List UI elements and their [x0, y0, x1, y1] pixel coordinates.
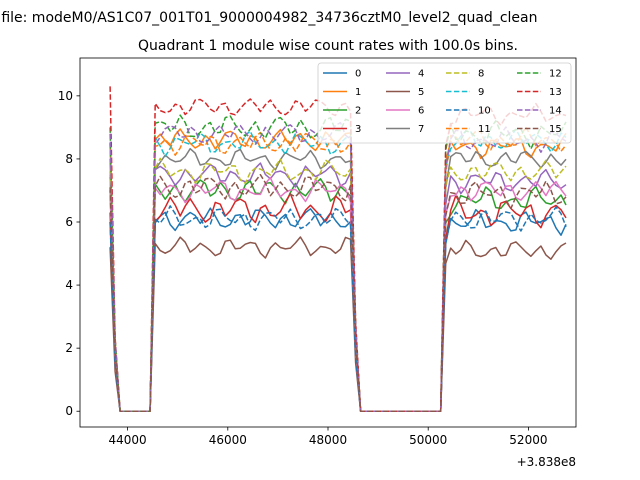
- y-axis: 0 2 4 6 8 10: [58, 89, 80, 418]
- legend-label-15: 15: [549, 124, 562, 135]
- legend-label-8: 8: [478, 69, 484, 80]
- series-line-6: [109, 176, 567, 412]
- y-tick-label: 4: [65, 278, 73, 292]
- legend-label-5: 5: [418, 87, 424, 98]
- x-axis: 44000 46000 48000 50000 52000: [109, 427, 547, 447]
- legend-label-4: 4: [418, 69, 424, 80]
- y-tick-label: 0: [65, 404, 73, 418]
- legend-label-7: 7: [418, 124, 424, 135]
- x-tick-label: 52000: [509, 433, 547, 447]
- legend-label-10: 10: [478, 106, 491, 117]
- y-tick-label: 10: [58, 89, 73, 103]
- legend-label-3: 3: [355, 124, 361, 135]
- series-line-0: [109, 207, 567, 412]
- legend-label-12: 12: [549, 69, 562, 80]
- legend-label-14: 14: [549, 106, 562, 117]
- legend-frame: [317, 62, 572, 144]
- legend-label-11: 11: [478, 124, 491, 135]
- y-tick-label: 8: [65, 152, 73, 166]
- series-line-10: [109, 205, 567, 412]
- x-tick-label: 46000: [209, 433, 247, 447]
- series-line-15: [109, 173, 567, 412]
- legend-label-9: 9: [478, 87, 484, 98]
- x-tick-label: 48000: [309, 433, 347, 447]
- series-line-5: [109, 236, 567, 412]
- x-tick-label: 44000: [109, 433, 147, 447]
- y-tick-label: 6: [65, 215, 73, 229]
- legend-label-13: 13: [549, 87, 562, 98]
- legend-label-2: 2: [355, 106, 361, 117]
- figure-suptitle: n file: modeM0/AS1C07_001T01_9000004982_…: [0, 10, 537, 26]
- chart-title: Quadrant 1 module wise count rates with …: [138, 38, 518, 54]
- series-line-3: [109, 192, 567, 412]
- x-tick-label: 50000: [409, 433, 447, 447]
- x-axis-offset-text: +3.838e8: [517, 455, 576, 469]
- series-line-8: [109, 157, 567, 412]
- legend-label-6: 6: [418, 106, 424, 117]
- y-tick-label: 2: [65, 341, 73, 355]
- legend-label-1: 1: [355, 87, 361, 98]
- legend-label-0: 0: [355, 69, 361, 80]
